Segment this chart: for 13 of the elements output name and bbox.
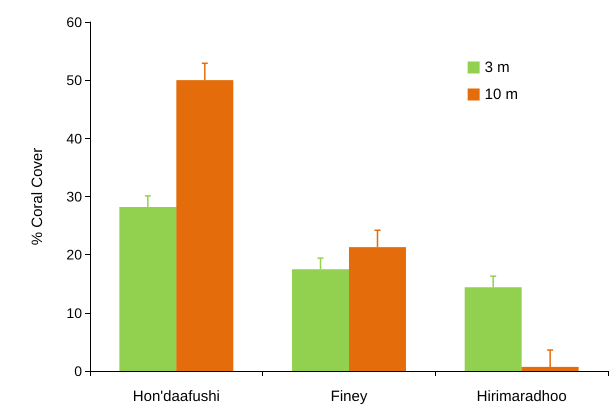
legend-label: 3 m (484, 59, 510, 76)
y-tick-label: 40 (66, 130, 82, 146)
x-tick-label: Finey (330, 388, 368, 405)
y-tick-label: 50 (66, 72, 82, 88)
legend-label: 10 m (484, 86, 518, 103)
y-tick-label: 60 (66, 14, 82, 30)
y-tick-label: 20 (66, 246, 82, 263)
y-axis-title: % Coral Cover (29, 148, 46, 246)
y-tick-label: 0 (74, 363, 82, 379)
y-tick-label: 30 (66, 188, 82, 204)
x-tick-label: Hirimaradhoo (476, 388, 567, 405)
x-tick-label: Hon'daafushi (132, 388, 220, 405)
y-tick-label: 10 (66, 304, 82, 321)
